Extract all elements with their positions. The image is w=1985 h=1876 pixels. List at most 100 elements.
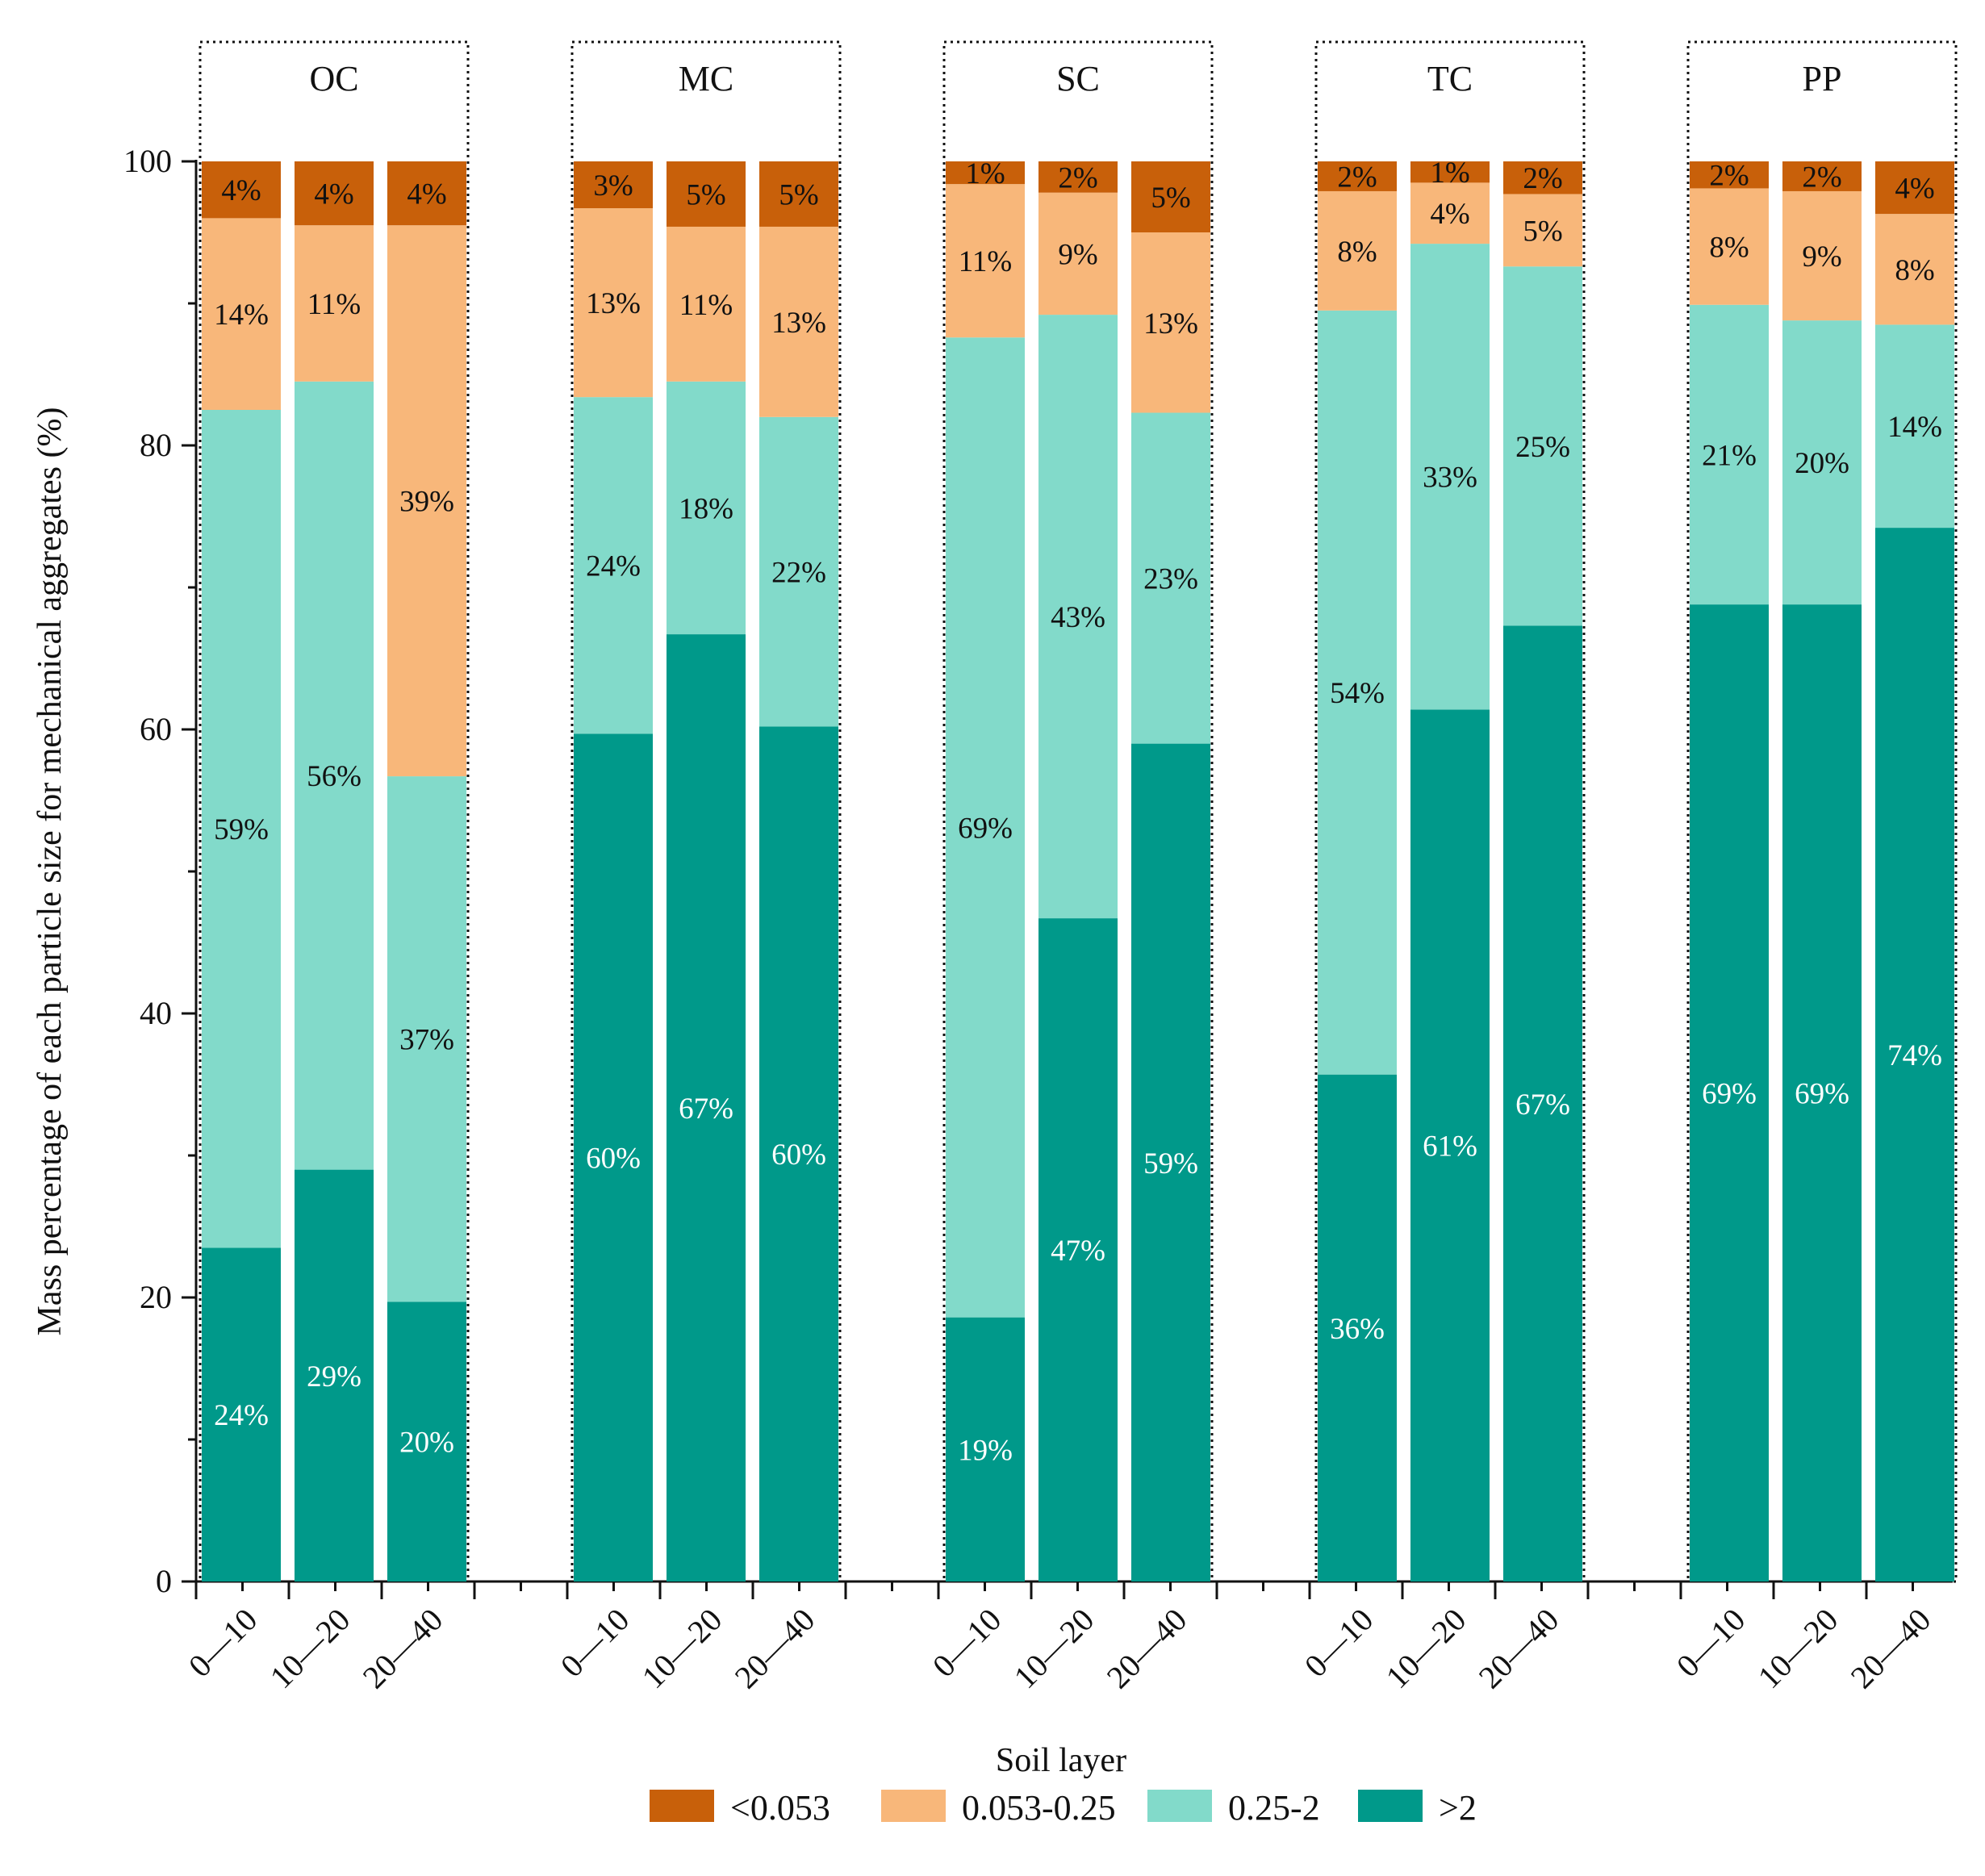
bar-segment [1503,625,1582,1581]
bar-segment [1875,161,1954,215]
segment-label: 33% [1423,462,1477,495]
segment-label: 36% [1330,1313,1385,1346]
segment-label: 4% [221,174,261,207]
legend-label: <0.053 [730,1788,830,1828]
chart-legend: <0.053 0.053-0.25 0.25-2 >2 [650,1788,1477,1828]
bar-segment [1875,214,1954,325]
segment-label: 2% [1802,161,1841,194]
x-tick-label: 10—20 [1379,1602,1473,1696]
bar-segment [1782,190,1862,321]
segment-label: 47% [1051,1235,1105,1268]
x-tick-label: 0—10 [1298,1602,1381,1685]
segment-label: 14% [214,299,269,332]
bar-segment [295,381,374,1170]
bar-segment [1690,188,1769,305]
legend-label: 0.25-2 [1228,1788,1320,1828]
segment-label: 2% [1709,160,1749,193]
group-mc: MC [570,40,842,1583]
bar-segment [946,161,1025,185]
segment-label: 8% [1895,254,1934,287]
y-tick-label: 0 [156,1563,172,1599]
x-axis-title: Soil layer [996,1742,1126,1779]
segment-label: 56% [307,760,361,793]
segment-label: 39% [399,486,454,519]
bar-segment [1782,161,1862,191]
segment-label: 5% [686,178,725,211]
bar-segment [759,161,838,227]
bar-segment [1038,161,1118,193]
bar-segment [574,397,653,734]
group-label: TC [1427,59,1473,98]
bar-segment [1131,161,1210,232]
segment-label: 8% [1709,232,1749,265]
x-tick-label: 10—20 [635,1602,729,1696]
x-tick-label: 10—20 [1751,1602,1845,1696]
x-tick-label: 0—10 [182,1602,265,1685]
bar-segment [1131,743,1210,1581]
bar-segment [1038,315,1118,919]
bar-segment [1875,528,1954,1581]
legend-label: >2 [1439,1788,1477,1828]
bar-segment [1038,192,1118,315]
bar-segment [1503,194,1582,267]
segment-label: 24% [586,550,641,583]
segment-label: 11% [679,289,733,322]
bar-segment [1690,161,1769,189]
segment-label: 2% [1523,162,1562,195]
bar-segment [1318,161,1397,191]
bar-segment [295,161,374,226]
bar-segment [387,161,466,226]
segment-label: 29% [307,1360,361,1393]
group-pp: PP [1686,40,1958,1583]
segment-label: 22% [771,557,826,590]
bar-segment [1410,244,1490,710]
bar-segment [667,381,746,635]
x-tick-label: 10—20 [263,1602,357,1696]
x-tick-label: 20—40 [728,1602,822,1696]
legend-swatch [881,1790,946,1822]
segment-label: 14% [1887,411,1942,444]
segment-label: 23% [1143,563,1198,596]
bar-segment [202,161,281,219]
group-tc: TC [1314,40,1586,1583]
segment-label: 8% [1337,236,1377,269]
group-sc: SC [942,40,1214,1583]
legend-item: <0.053 [650,1788,830,1828]
segment-label: 11% [307,288,361,321]
bar-segment [759,416,838,727]
chart-groups: OC MC SC TC PP [198,40,1958,1583]
legend-swatch [1147,1790,1212,1822]
segment-label: 1% [965,157,1005,190]
bar-segment [1410,709,1490,1581]
segment-label: 19% [958,1434,1013,1467]
segment-label: 20% [399,1427,454,1460]
bar-segment [574,208,653,398]
bar-segment [387,1302,466,1581]
bar-segment [1503,266,1582,626]
segment-label: 4% [314,178,353,211]
x-tick-label: 0—10 [926,1602,1009,1685]
x-tick-label: 20—40 [356,1602,450,1696]
legend-swatch [1358,1790,1423,1822]
bar-segment [759,726,838,1581]
segment-label: 69% [1795,1078,1849,1111]
bar-segment [1690,304,1769,605]
bar-segment [1318,310,1397,1075]
segment-label: 67% [679,1093,733,1126]
bar-segment [759,226,838,417]
x-tick-label: 0—10 [1669,1602,1753,1685]
x-tick-label: 0—10 [554,1602,637,1685]
bar-segment [1690,604,1769,1581]
group-label: MC [679,59,733,98]
bar-segment [1038,918,1118,1581]
bar-segment [202,218,281,410]
bar-segment [1318,1074,1397,1581]
group-label: OC [309,59,358,98]
bar-segment [202,410,281,1248]
segment-label: 4% [407,178,446,211]
segment-label: 67% [1515,1088,1570,1122]
segment-label: 9% [1058,238,1097,271]
x-tick-label: 20—40 [1472,1602,1566,1696]
segment-label: 59% [1143,1147,1198,1180]
legend-item: >2 [1358,1788,1477,1828]
